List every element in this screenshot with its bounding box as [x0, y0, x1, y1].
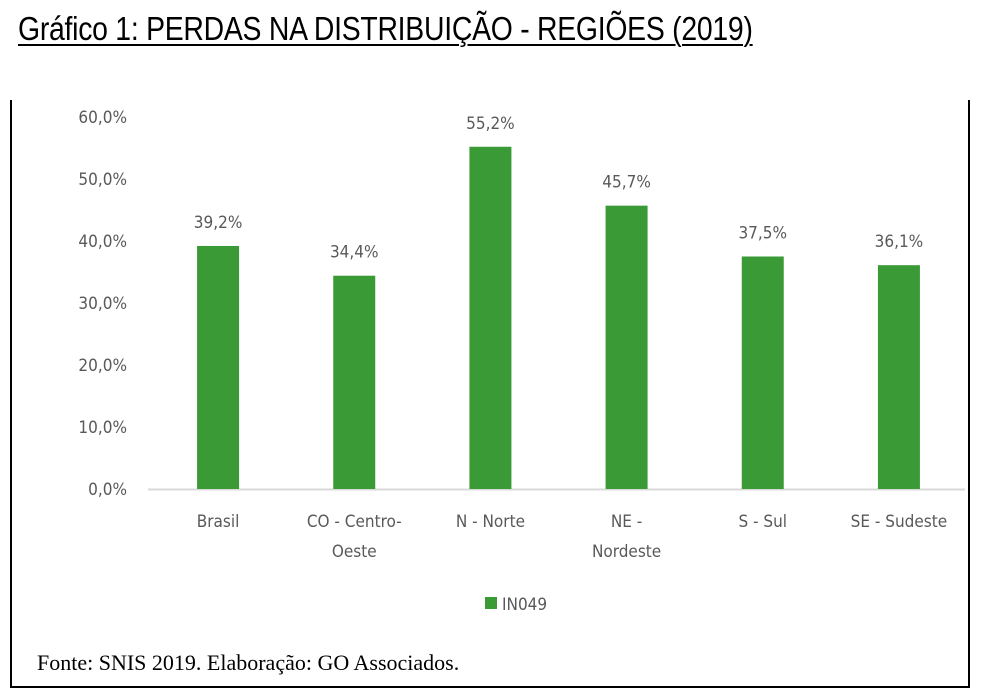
data-label: 37,5% — [738, 224, 787, 244]
x-tick-label: Nordeste — [592, 542, 661, 562]
x-tick-label: N - Norte — [456, 512, 525, 532]
data-label: 34,4% — [330, 243, 379, 263]
bar — [741, 256, 784, 489]
x-tick-label: Brasil — [197, 512, 240, 532]
x-tick-label: SE - Sudeste — [851, 512, 948, 532]
x-tick-label: S - Sul — [738, 512, 787, 532]
x-tick-label: NE - — [611, 512, 642, 532]
data-label: 39,2% — [194, 213, 243, 233]
y-tick-label: 50,0% — [78, 170, 127, 190]
data-label: 36,1% — [875, 232, 924, 252]
page-title: Gráfico 1: PERDAS NA DISTRIBUIÇÃO - REGI… — [18, 10, 753, 47]
y-tick-label: 40,0% — [78, 232, 127, 252]
source-note: Fonte: SNIS 2019. Elaboração: GO Associa… — [37, 650, 460, 675]
bar — [469, 146, 512, 489]
bar — [333, 275, 376, 489]
bar — [605, 205, 648, 489]
y-tick-label: 20,0% — [78, 356, 127, 376]
x-tick-label: Oeste — [332, 542, 377, 562]
bar — [197, 245, 240, 489]
data-label: 45,7% — [602, 173, 651, 193]
bar — [877, 265, 920, 489]
y-tick-label: 0,0% — [88, 480, 127, 500]
legend-swatch — [485, 597, 497, 609]
legend-label: IN049 — [502, 595, 547, 615]
data-label: 55,2% — [466, 114, 515, 134]
y-tick-label: 30,0% — [78, 294, 127, 314]
chart-frame — [10, 100, 970, 688]
y-tick-label: 60,0% — [78, 108, 127, 128]
x-tick-label: CO - Centro- — [307, 512, 402, 532]
y-tick-label: 10,0% — [78, 418, 127, 438]
